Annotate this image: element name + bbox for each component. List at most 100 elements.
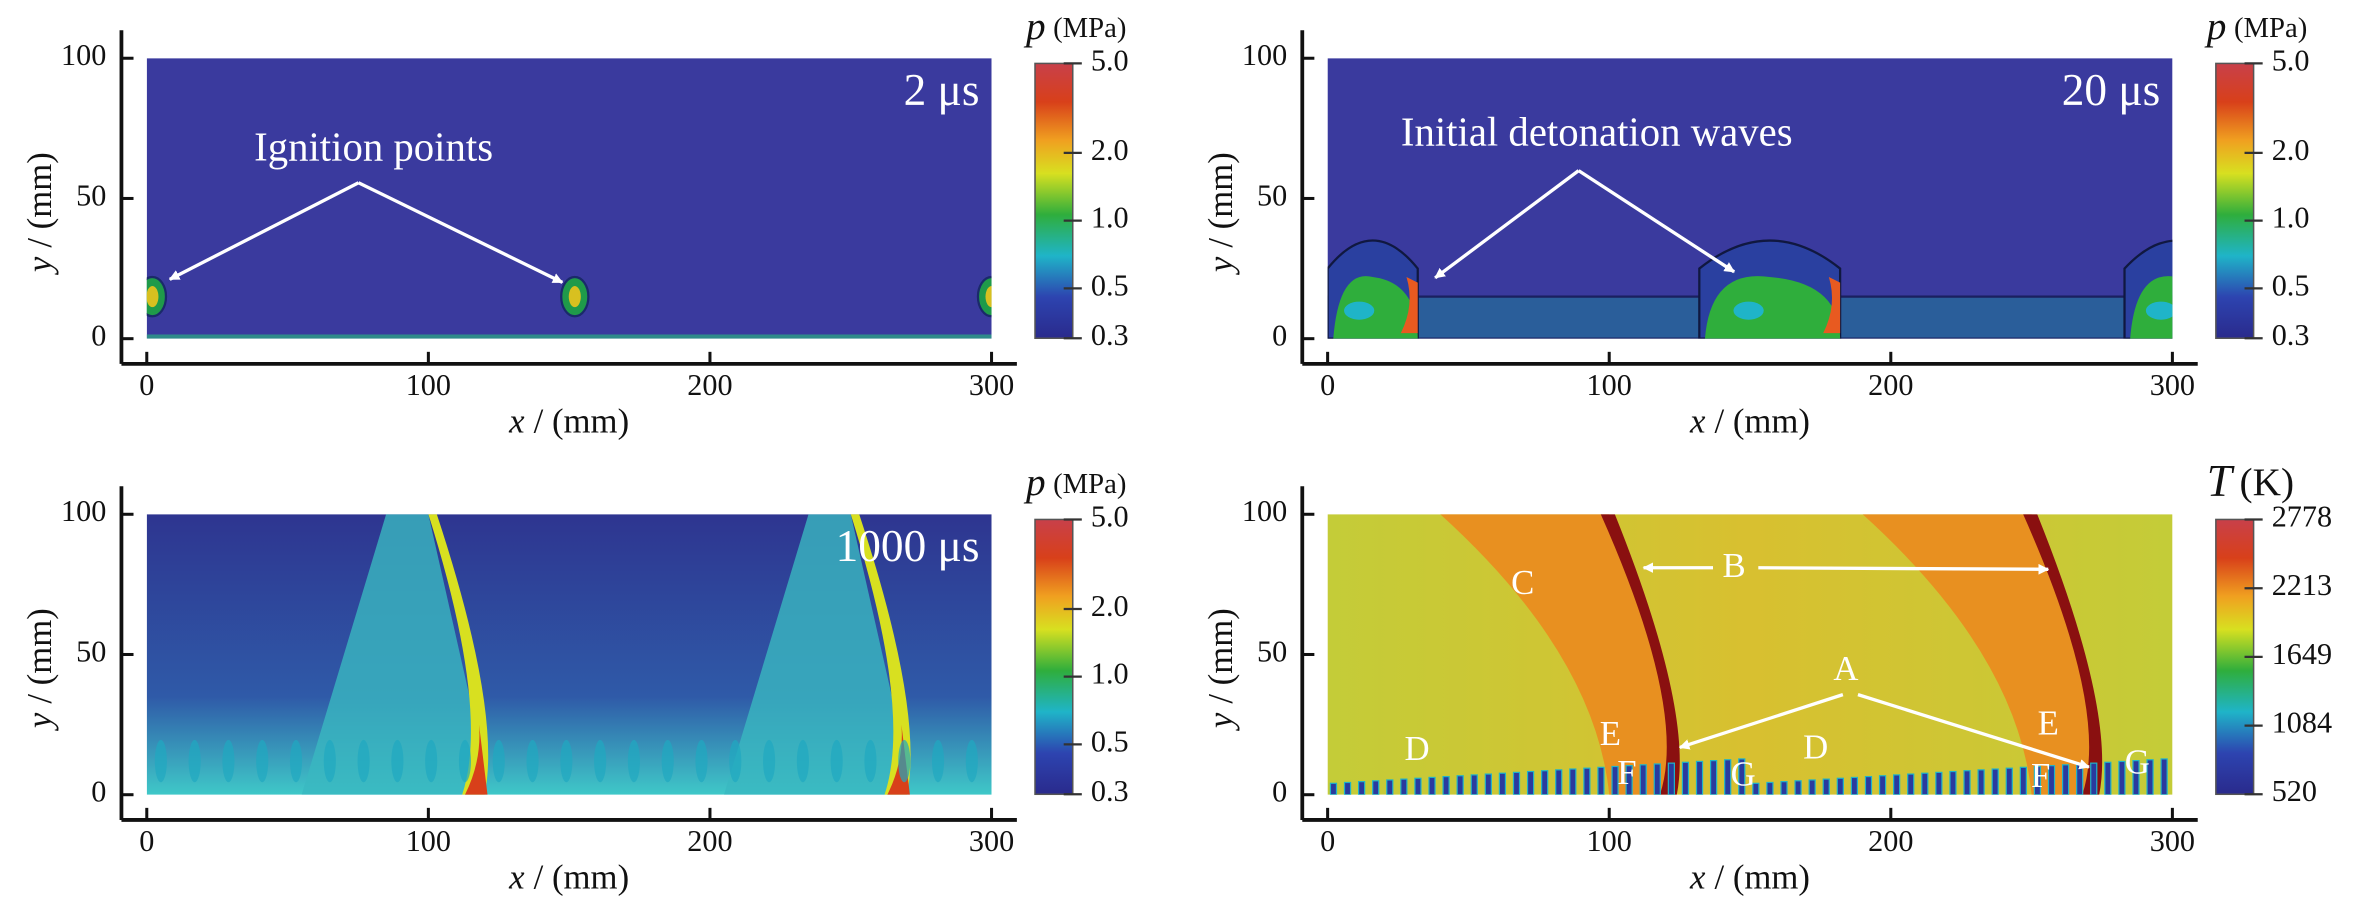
fresh-gas — [1639, 764, 1647, 795]
shear-band — [724, 514, 902, 795]
colorbar-tick-label: 1.0 — [1091, 201, 1129, 235]
colorbar — [1034, 518, 1074, 796]
fresh-gas-jet — [357, 739, 370, 783]
fresh-gas-jet — [323, 739, 336, 783]
colorbar-tick-label: 1.0 — [2272, 201, 2310, 235]
colorbar-tick-label: 0.3 — [2272, 318, 2310, 352]
fresh-gas — [2132, 760, 2140, 795]
detonation-front — [1704, 276, 1841, 339]
y-axis-label: y / (mm) — [20, 152, 59, 275]
fresh-gas — [1484, 773, 1492, 795]
colorbar-tick-label: 0.5 — [2272, 268, 2310, 302]
fresh-gas — [1569, 768, 1577, 795]
y-label-unit: / (mm) — [20, 608, 59, 703]
x-axis-label: x / (mm) — [1689, 857, 1810, 896]
fresh-gas-jet — [526, 739, 539, 783]
y-tick-label: 0 — [1272, 775, 1287, 809]
y-tick-label: 100 — [61, 494, 106, 528]
colorbar-tick-label: 0.3 — [1091, 318, 1129, 352]
x-label-symbol: x — [1689, 857, 1706, 896]
fresh-gas-jet — [763, 739, 776, 783]
fresh-gas — [1907, 773, 1915, 795]
fresh-gas — [1526, 770, 1535, 795]
y-tick-label: 100 — [61, 38, 106, 72]
y-tick-label: 50 — [76, 634, 106, 668]
detonation-front — [1333, 276, 1418, 339]
hot-product — [1440, 514, 1670, 795]
fresh-gas — [1921, 772, 1929, 795]
colorbar-tick-label: 0.5 — [1091, 724, 1129, 758]
fresh-gas — [1893, 774, 1901, 795]
time-label: 1000 μs — [836, 521, 980, 571]
x-label-unit: / (mm) — [1715, 857, 1810, 896]
fresh-gas — [1400, 778, 1408, 795]
fresh-gas — [2104, 761, 2112, 795]
colorbar-title: p (MPa) — [1023, 461, 1126, 504]
detonation-cell — [1344, 301, 1375, 320]
y-tick-label: 0 — [91, 775, 106, 809]
ignition-core — [568, 286, 581, 308]
x-tick-label: 200 — [687, 824, 732, 858]
colorbar-unit: (MPa) — [2234, 12, 2307, 44]
annotation: D — [1405, 729, 1430, 768]
y-label-unit: / (mm) — [20, 152, 59, 247]
y-label-symbol: y — [20, 256, 59, 275]
shear-band — [301, 514, 480, 795]
colorbar-tick-label: 2778 — [2272, 499, 2332, 533]
fresh-gas — [1836, 777, 1844, 795]
wall-layer — [146, 334, 992, 339]
fresh-gas — [2047, 765, 2056, 795]
colorbar-tick-label: 2.0 — [1091, 133, 1129, 167]
x-tick-label: 200 — [687, 368, 732, 402]
x-label-unit: / (mm) — [534, 401, 629, 440]
colorbar-unit: (MPa) — [1053, 468, 1126, 500]
colorbar-tick-label: 1084 — [2272, 706, 2332, 740]
x-tick-label: 0 — [139, 368, 154, 402]
detonation-hot — [464, 724, 488, 795]
y-label-symbol: y — [20, 712, 59, 731]
fresh-gas-jet — [391, 739, 404, 783]
ignition-core — [146, 286, 159, 308]
colorbar-symbol: p — [1023, 5, 1046, 48]
fresh-gas — [1512, 771, 1521, 795]
fresh-gas-jet — [425, 739, 438, 783]
fresh-gas — [1625, 765, 1633, 795]
x-label-unit: / (mm) — [1715, 401, 1810, 440]
colorbar-title: p (MPa) — [2204, 5, 2307, 48]
fresh-gas-jet — [458, 739, 472, 783]
fresh-gas — [1878, 775, 1887, 795]
fresh-gas — [1583, 767, 1591, 795]
annotation: G — [2125, 743, 2150, 782]
fresh-gas — [1935, 771, 1943, 795]
fresh-gas-jet — [492, 739, 505, 783]
fresh-gas — [1766, 781, 1774, 795]
x-tick-label: 300 — [969, 824, 1014, 858]
x-tick-label: 100 — [1587, 824, 1632, 858]
annotation: E — [2038, 703, 2059, 742]
fresh-gas — [1541, 770, 1549, 795]
fresh-gas — [1780, 781, 1788, 795]
colorbar-tick-label: 0.3 — [1091, 774, 1129, 808]
fresh-gas — [2061, 764, 2070, 795]
colorbar-tick-label: 5.0 — [1091, 43, 1129, 77]
y-tick-label: 50 — [76, 178, 106, 212]
x-label-symbol: x — [508, 857, 525, 896]
annotation: B — [1723, 546, 1746, 585]
fresh-gas-jet — [830, 739, 843, 783]
contour-field — [1327, 514, 2173, 795]
fresh-gas — [2160, 758, 2168, 795]
fresh-gas — [1414, 777, 1422, 795]
fresh-gas — [1738, 758, 1746, 795]
fresh-gas-jet — [222, 739, 235, 783]
fresh-gas-jet — [188, 739, 201, 783]
fresh-gas — [2118, 760, 2126, 795]
annotation: F — [1617, 753, 1636, 792]
y-label-symbol: y — [1201, 256, 1240, 275]
fresh-gas — [1977, 769, 1985, 795]
fresh-gas — [1442, 775, 1450, 795]
fresh-gas — [2033, 765, 2042, 795]
fresh-gas — [1653, 763, 1661, 795]
x-tick-label: 0 — [139, 824, 154, 858]
